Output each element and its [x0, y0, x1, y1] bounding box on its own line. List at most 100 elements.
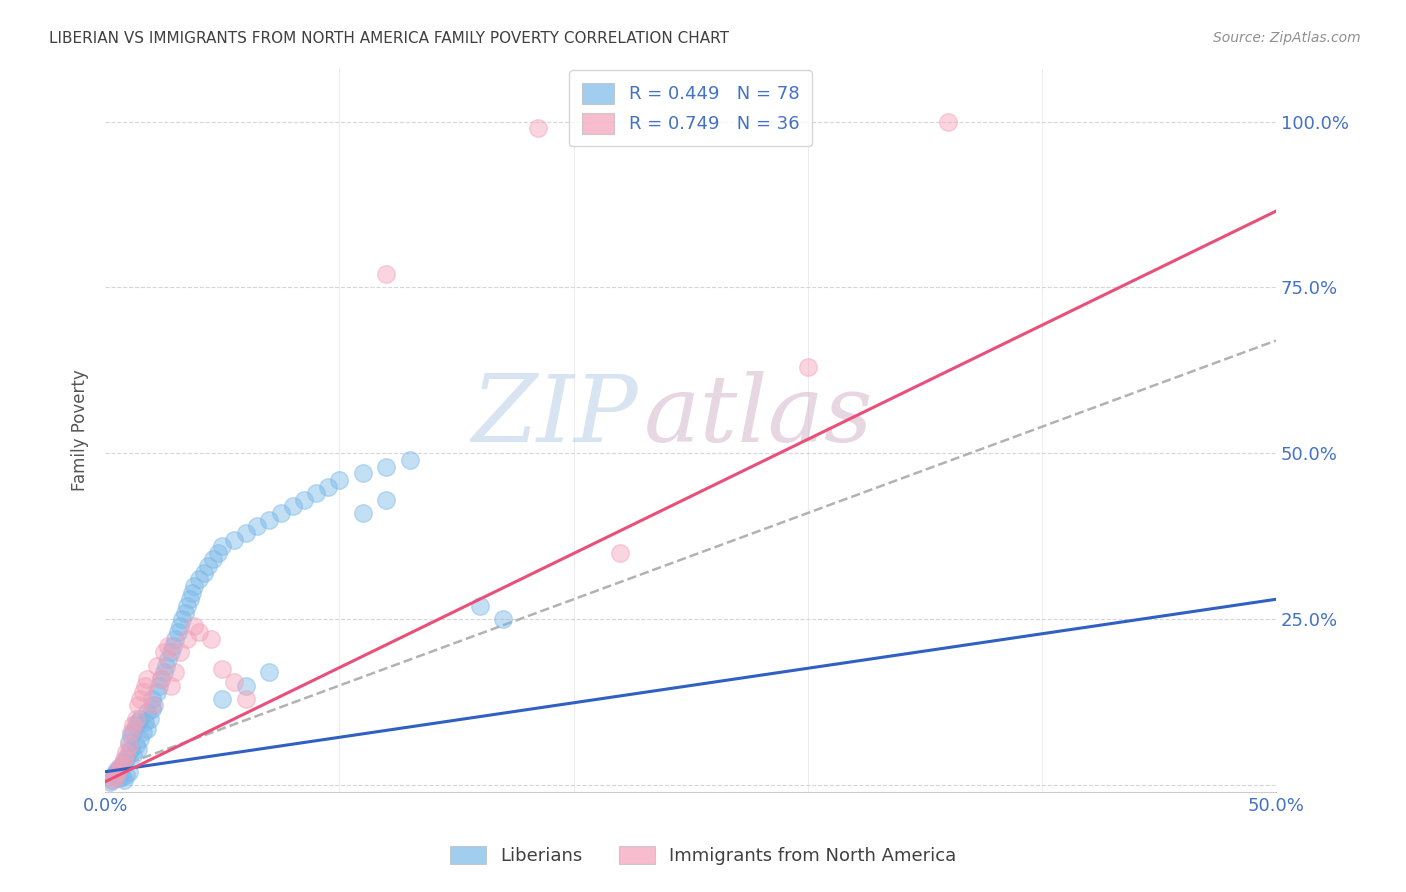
Text: ZIP: ZIP: [471, 371, 638, 460]
Point: [134, 714, 156, 729]
Point: [162, 639, 184, 653]
Point: [169, 619, 191, 633]
Point: [105, 764, 128, 778]
Point: [936, 114, 959, 128]
Point: [150, 672, 173, 686]
Point: [103, 766, 125, 780]
Point: [129, 712, 152, 726]
Point: [352, 467, 374, 481]
Point: [200, 632, 222, 646]
Point: [136, 705, 159, 719]
Point: [117, 735, 139, 749]
Point: [145, 685, 167, 699]
Point: [180, 585, 202, 599]
Point: [197, 559, 219, 574]
Legend: R = 0.449   N = 78, R = 0.749   N = 36: R = 0.449 N = 78, R = 0.749 N = 36: [569, 70, 813, 146]
Y-axis label: Family Poverty: Family Poverty: [72, 369, 89, 491]
Point: [246, 519, 269, 533]
Point: [179, 592, 201, 607]
Point: [375, 459, 398, 474]
Point: [103, 770, 125, 784]
Point: [375, 492, 398, 507]
Point: [193, 566, 215, 580]
Point: [120, 725, 142, 739]
Point: [124, 738, 146, 752]
Point: [141, 698, 163, 713]
Point: [103, 770, 125, 784]
Point: [159, 645, 181, 659]
Point: [112, 772, 135, 787]
Point: [127, 698, 149, 713]
Point: [235, 679, 257, 693]
Point: [492, 612, 515, 626]
Point: [129, 731, 152, 746]
Point: [122, 748, 145, 763]
Point: [257, 513, 280, 527]
Point: [165, 665, 187, 680]
Point: [105, 768, 128, 782]
Point: [352, 506, 374, 520]
Point: [143, 698, 166, 713]
Point: [136, 722, 159, 736]
Point: [183, 579, 205, 593]
Point: [207, 546, 229, 560]
Point: [110, 758, 132, 772]
Point: [201, 552, 224, 566]
Point: [122, 725, 145, 739]
Point: [211, 691, 233, 706]
Point: [134, 679, 156, 693]
Point: [110, 770, 132, 784]
Point: [120, 728, 142, 742]
Point: [375, 267, 398, 281]
Point: [176, 632, 198, 646]
Legend: Liberians, Immigrants from North America: Liberians, Immigrants from North America: [443, 838, 963, 872]
Point: [108, 772, 131, 786]
Point: [124, 718, 146, 732]
Point: [105, 766, 128, 780]
Point: [122, 718, 145, 732]
Point: [527, 121, 550, 136]
Point: [120, 741, 142, 756]
Point: [141, 691, 163, 706]
Point: [172, 612, 194, 626]
Point: [152, 645, 174, 659]
Point: [136, 672, 159, 686]
Point: [222, 675, 245, 690]
Point: [145, 658, 167, 673]
Point: [131, 685, 153, 699]
Point: [159, 679, 181, 693]
Point: [101, 772, 124, 787]
Point: [110, 758, 132, 772]
Point: [270, 506, 292, 520]
Point: [152, 665, 174, 680]
Point: [316, 479, 339, 493]
Point: [173, 606, 195, 620]
Point: [117, 764, 139, 779]
Point: [138, 712, 160, 726]
Point: [131, 725, 153, 739]
Point: [169, 645, 191, 659]
Text: LIBERIAN VS IMMIGRANTS FROM NORTH AMERICA FAMILY POVERTY CORRELATION CHART: LIBERIAN VS IMMIGRANTS FROM NORTH AMERIC…: [49, 31, 730, 46]
Point: [108, 762, 131, 776]
Text: atlas: atlas: [644, 371, 873, 460]
Text: Source: ZipAtlas.com: Source: ZipAtlas.com: [1213, 31, 1361, 45]
Point: [165, 632, 187, 646]
Point: [211, 539, 233, 553]
Point: [155, 658, 177, 673]
Point: [124, 712, 146, 726]
Point: [211, 662, 233, 676]
Point: [115, 745, 138, 759]
Point: [157, 652, 180, 666]
Point: [115, 751, 138, 765]
Point: [112, 755, 135, 769]
Point: [468, 599, 491, 613]
Point: [127, 714, 149, 729]
Point: [796, 360, 818, 375]
Point: [187, 625, 209, 640]
Point: [129, 691, 152, 706]
Point: [183, 619, 205, 633]
Point: [257, 665, 280, 680]
Point: [166, 625, 188, 640]
Point: [328, 473, 350, 487]
Point: [148, 679, 170, 693]
